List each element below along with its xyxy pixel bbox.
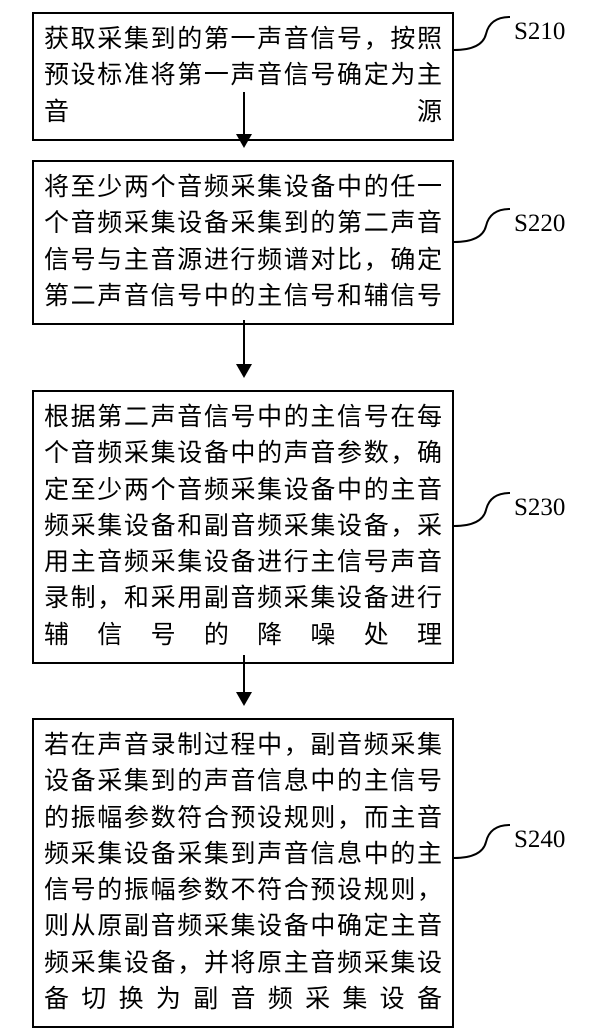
step-label-s220: S220	[514, 210, 565, 238]
arrow-s230-s240	[243, 655, 245, 704]
step-text-s220: 将至少两个音频采集设备中的任一个音频采集设备采集到的第二声音信号与主音源进行频谱…	[44, 174, 442, 310]
curve-s220	[454, 206, 514, 254]
step-box-s230: 根据第二声音信号中的主信号在每个音频采集设备中的声音参数，确定至少两个音频采集设…	[32, 390, 454, 664]
step-box-s220: 将至少两个音频采集设备中的任一个音频采集设备采集到的第二声音信号与主音源进行频谱…	[32, 160, 454, 325]
step-label-s210: S210	[514, 18, 565, 46]
arrow-s220-s230	[243, 320, 245, 376]
arrow-s210-s220	[243, 92, 245, 146]
curve-s240	[454, 822, 514, 870]
step-box-s240: 若在声音录制过程中，副音频采集设备采集到的声音信息中的主信号的振幅参数符合预设规…	[32, 718, 454, 1028]
curve-s230	[454, 490, 514, 538]
curve-s210	[454, 14, 514, 62]
step-text-s240: 若在声音录制过程中，副音频采集设备采集到的声音信息中的主信号的振幅参数符合预设规…	[44, 732, 442, 1013]
step-label-s240: S240	[514, 826, 565, 854]
step-label-s230: S230	[514, 494, 565, 522]
flowchart-container: 获取采集到的第一声音信号，按照预设标准将第一声音信号确定为主音源 S210 将至…	[0, 0, 615, 1000]
step-text-s230: 根据第二声音信号中的主信号在每个音频采集设备中的声音参数，确定至少两个音频采集设…	[44, 404, 442, 649]
